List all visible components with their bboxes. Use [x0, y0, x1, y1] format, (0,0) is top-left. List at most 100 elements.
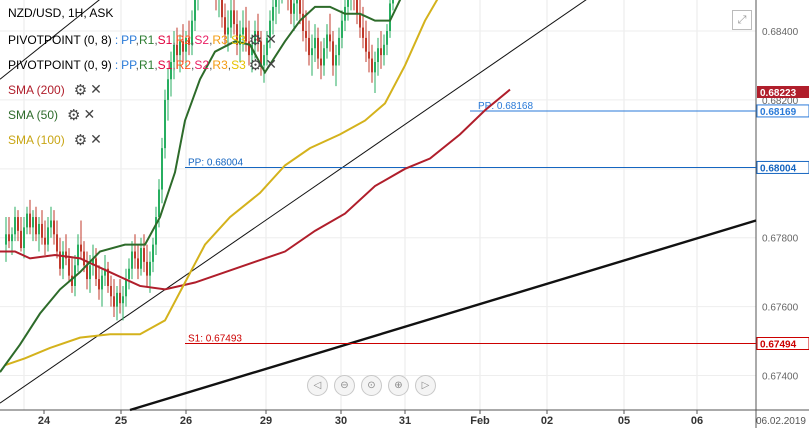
price-tag-text: 0.68223	[760, 88, 797, 99]
candle-body	[179, 41, 181, 56]
candle-body	[371, 58, 373, 73]
candle-body	[110, 285, 112, 297]
close-icon[interactable]: ✕	[265, 57, 277, 73]
pivot-param: R2	[175, 33, 192, 47]
candle-body	[161, 148, 163, 190]
indicator-pivot-9[interactable]: PIVOTPOINT (0, 9) : PP,R1,S1,R2,S2,R3,S3 …	[8, 56, 277, 74]
candle-body	[62, 251, 64, 269]
candle-body	[182, 41, 184, 52]
gear-icon[interactable]: ⚙	[248, 56, 263, 74]
indicator-sma-100[interactable]: SMA (100) ⚙ ✕	[8, 131, 102, 149]
pivot-param: ,	[172, 33, 176, 47]
candle-body	[143, 248, 145, 262]
reset-zoom-button[interactable]: ⊙	[361, 375, 382, 396]
candle-body	[317, 37, 319, 59]
candle-body	[233, 10, 235, 25]
indicator-pivot-8[interactable]: PIVOTPOINT (0, 8) : PP,R1,S1,R2,S2,R3,S3 …	[8, 31, 277, 49]
pivot-params: : PP,R1,S1,R2,S2,R3,S3	[115, 33, 246, 47]
candle-body	[356, 0, 358, 14]
gear-icon[interactable]: ⚙	[73, 131, 88, 149]
close-icon[interactable]: ✕	[90, 132, 102, 148]
candle-body	[131, 251, 133, 269]
candle-body	[158, 189, 160, 218]
candle-body	[380, 48, 382, 56]
indicator-label: SMA (200)	[8, 83, 65, 97]
candle-body	[254, 31, 256, 45]
candle-body	[257, 31, 259, 42]
y-tick-label: 0.67800	[762, 234, 799, 245]
candle-body	[236, 24, 238, 45]
candle-body	[365, 37, 367, 52]
scroll-right-button[interactable]: ▷	[415, 375, 436, 396]
x-tick-label: 26	[180, 415, 192, 427]
indicator-sma-50[interactable]: SMA (50) ⚙ ✕	[8, 106, 96, 124]
trendline-channel-lower-thin	[0, 0, 587, 404]
candle-body	[311, 48, 313, 56]
candle-body	[227, 27, 229, 35]
candle-body	[329, 34, 331, 42]
pivot-param: S1	[157, 58, 173, 72]
pivot-level-label: S1: 0.67493	[188, 334, 242, 345]
sma-100-line	[4, 0, 439, 367]
x-tick-label: Feb	[470, 415, 490, 427]
candle-body	[383, 44, 385, 56]
candle-body	[338, 37, 340, 56]
candle-body	[23, 227, 25, 249]
candle-body	[14, 217, 16, 235]
candle-body	[149, 261, 151, 276]
level-price-tag-text: 0.67494	[760, 340, 797, 351]
pivot-param: S2	[194, 58, 210, 72]
pivot-param: S2	[194, 33, 210, 47]
pivot-param: ,	[209, 33, 213, 47]
pivot-param: R1	[138, 58, 155, 72]
candle-body	[188, 37, 190, 45]
candle-body	[20, 230, 22, 249]
candle-body	[113, 296, 115, 307]
scroll-left-button[interactable]: ◁	[307, 375, 328, 396]
candle-body	[389, 3, 391, 32]
y-tick-label: 0.68200	[762, 96, 799, 107]
level-price-tag	[756, 337, 809, 351]
x-tick-label: 24	[38, 415, 51, 427]
candle-body	[137, 258, 139, 269]
symbol-title: NZD/USD, 1H, ASK	[8, 6, 114, 20]
candle-body	[308, 37, 310, 56]
candle-body	[41, 223, 43, 238]
x-tick-label: 06	[691, 415, 703, 427]
x-tick-label: 02	[541, 415, 553, 427]
candle-body	[116, 292, 118, 307]
x-tick-label: 25	[115, 415, 127, 427]
expand-icon[interactable]: ⤢	[732, 10, 752, 30]
candle-body	[32, 217, 34, 228]
zoom-out-button[interactable]: ⊖	[334, 375, 355, 396]
candle-body	[119, 292, 121, 304]
candle-body	[68, 258, 70, 276]
pivot-param: ,	[172, 58, 176, 72]
candle-body	[56, 234, 58, 252]
x-tick-label: 31	[399, 415, 411, 427]
candle-body	[53, 220, 55, 235]
close-icon[interactable]: ✕	[265, 32, 277, 48]
gear-icon[interactable]: ⚙	[67, 106, 81, 124]
candle-body	[242, 27, 244, 35]
candle-body	[101, 275, 103, 290]
pivot-param: ,	[227, 33, 232, 47]
indicator-label: SMA (50)	[8, 108, 59, 122]
gear-icon[interactable]: ⚙	[248, 31, 263, 49]
candle-body	[368, 51, 370, 59]
zoom-in-button[interactable]: ⊕	[388, 375, 409, 396]
close-icon[interactable]: ✕	[90, 82, 102, 98]
level-price-tag-text: 0.68004	[760, 163, 797, 174]
pivot-param: :	[114, 58, 119, 72]
gear-icon[interactable]: ⚙	[73, 81, 88, 99]
candle-body	[314, 37, 316, 49]
candle-body	[347, 0, 349, 7]
sma-50-line	[0, 0, 402, 373]
indicator-label: SMA (100)	[8, 133, 65, 147]
candle-body	[296, 0, 298, 4]
y-tick-label: 0.67400	[762, 372, 799, 383]
indicator-sma-200[interactable]: SMA (200) ⚙ ✕	[8, 81, 102, 99]
close-icon[interactable]: ✕	[83, 107, 96, 123]
candle-body	[176, 44, 178, 56]
